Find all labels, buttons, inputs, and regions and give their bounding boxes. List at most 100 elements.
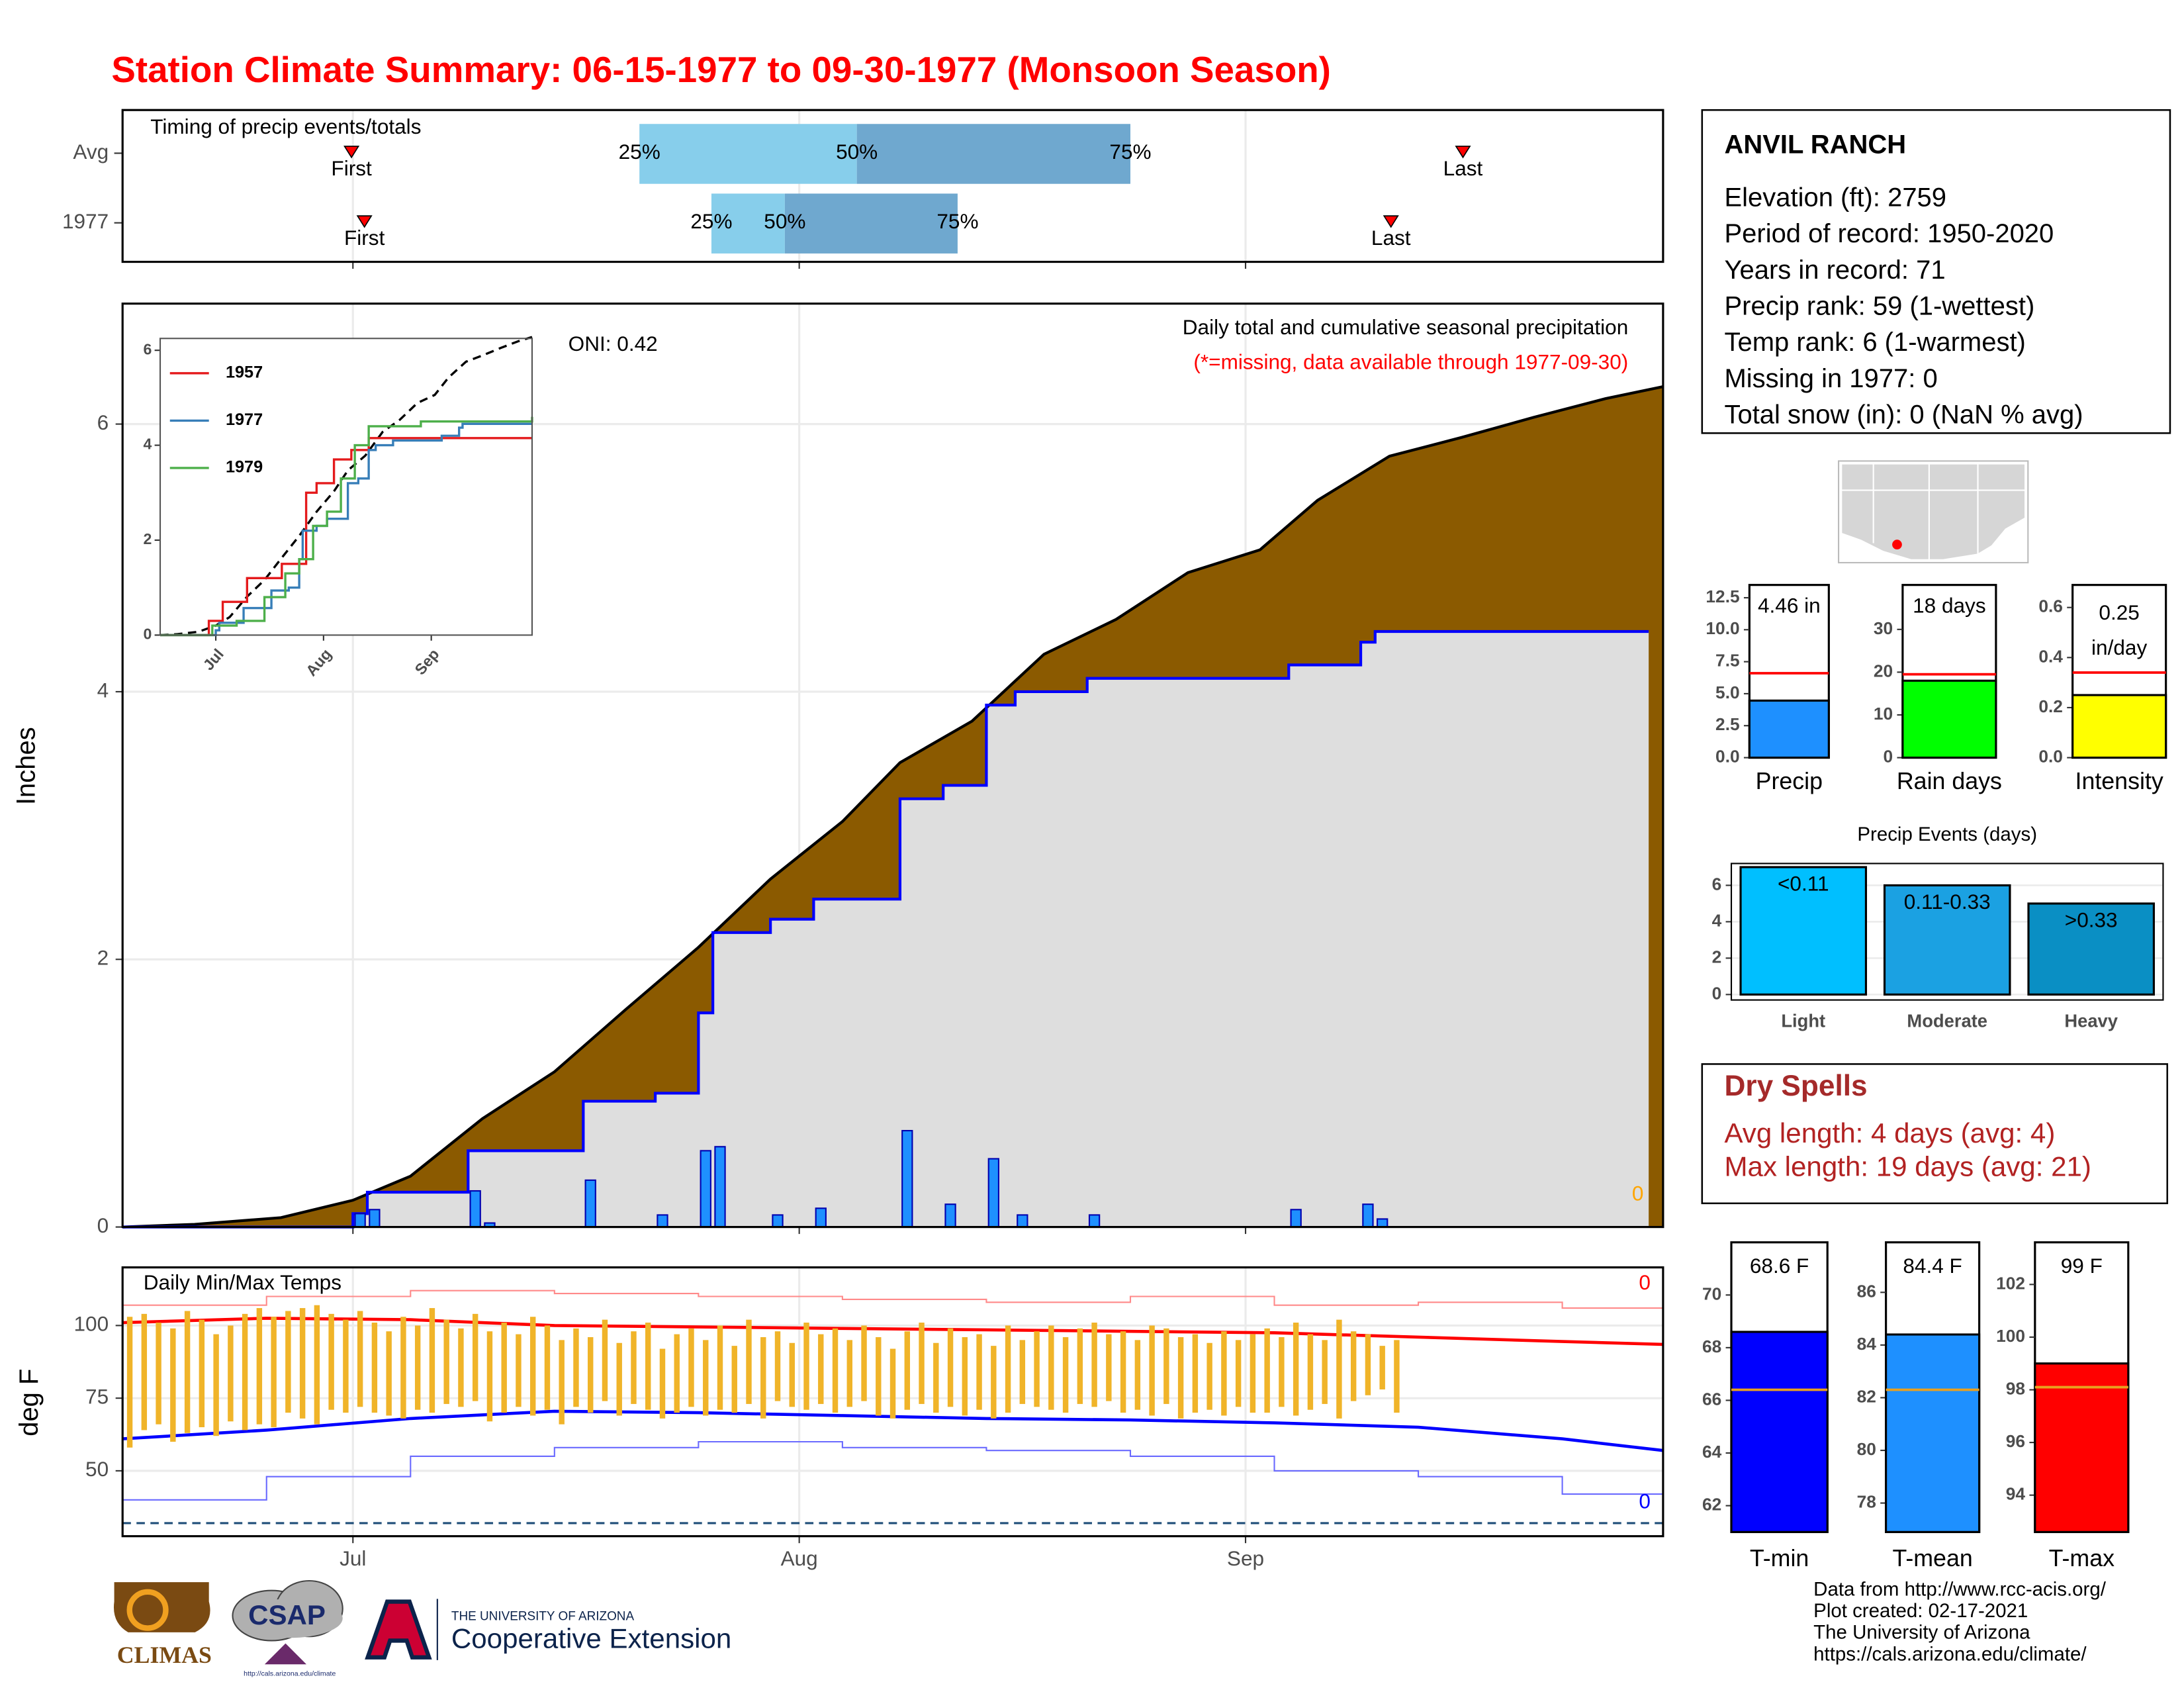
category-label: Precip (1756, 768, 1823, 794)
range-label: >0.33 (2065, 908, 2118, 932)
y-tick-label: 0.4 (2038, 646, 2063, 666)
record-high-line (122, 1289, 1664, 1314)
category-label: Intensity (2075, 768, 2163, 794)
temp-range-bar (213, 1334, 219, 1436)
temp-range-bar (703, 1340, 709, 1416)
y-tick-label: 6 (97, 410, 109, 434)
temp-range-bar (1120, 1331, 1126, 1413)
value-label: 0.25 (2099, 600, 2139, 624)
chart-title: Precip Events (days) (1857, 823, 2037, 845)
row-label: 1977 (62, 209, 109, 233)
y-tick-label: 0 (144, 626, 152, 643)
season-line (122, 630, 1649, 1229)
temp-range-bar (933, 1342, 939, 1413)
y-tick-label: 0.6 (2038, 596, 2063, 616)
temp-range-bar (1235, 1340, 1242, 1407)
range-label: 0.11-0.33 (1904, 890, 1991, 914)
y-tick-label: 30 (1874, 618, 1893, 638)
panel-title: Daily Min/Max Temps (144, 1270, 341, 1294)
temp-range-bar (501, 1323, 507, 1413)
csap-logo: CSAP http://cals.arizona.edu/climate (232, 1579, 343, 1678)
y-tick-label: 0.2 (2038, 696, 2063, 716)
gauge-bar (1901, 679, 1997, 759)
temp-range-bar (1379, 1346, 1385, 1389)
value-label: 4.46 in (1758, 594, 1821, 618)
temp-range-bar (343, 1319, 349, 1413)
temp-range-bar (1394, 1340, 1400, 1413)
event-marker (343, 146, 360, 159)
y-tick-label: 2 (97, 946, 109, 970)
gauge-bar (2071, 694, 2167, 759)
daily-bar (901, 1129, 913, 1228)
y-tick-label: 2 (1712, 947, 1722, 966)
annotation: ONI: 0.42 (569, 332, 658, 355)
daily-bar (1362, 1203, 1374, 1228)
daily-bar (700, 1150, 711, 1228)
temp-range-bar (1091, 1323, 1097, 1407)
climas-logo: CLIMAS (113, 1582, 212, 1668)
quantile-label: 75% (936, 209, 978, 233)
temp-range-bar (1034, 1331, 1040, 1407)
temp-range-bar (458, 1328, 464, 1407)
credit-line: Data from http://www.rcc-acis.org/ (1813, 1579, 2107, 1601)
temp-range-bar (1062, 1336, 1069, 1413)
y-tick-label: 2 (144, 530, 152, 547)
temp-range-bar (285, 1311, 291, 1413)
temp-range-bar (1206, 1342, 1212, 1410)
bar (2027, 902, 2155, 996)
y-tick-label: 6 (144, 340, 152, 357)
map-land (1841, 463, 2026, 561)
temp-range-bar (803, 1323, 809, 1410)
temp-range-bar (271, 1317, 277, 1428)
value-unit: in/day (2091, 635, 2147, 659)
temp-range-bar (659, 1348, 666, 1419)
temp-range-bar (1192, 1334, 1199, 1413)
range-label: <0.11 (1778, 872, 1829, 896)
temp-range-bar (1279, 1336, 1285, 1407)
quantile-bar (784, 193, 958, 254)
quantile-bar (639, 124, 857, 184)
x-tick-label: Aug (781, 1546, 818, 1570)
ua-mark (365, 1599, 432, 1660)
temp-range-bar (1322, 1340, 1328, 1404)
temp-range-bar (1005, 1325, 1011, 1413)
temp-range-bar (991, 1346, 997, 1419)
y-tick-label: 64 (1702, 1442, 1722, 1462)
station-line: Missing in 1977: 0 (1724, 364, 1937, 393)
average-min-line (122, 1409, 1664, 1452)
temp-range-bar (904, 1331, 911, 1410)
daily-bar (657, 1214, 668, 1228)
temp-range-bar (156, 1323, 161, 1425)
panel-title: Timing of precip events/totals (150, 115, 421, 138)
temp-range-bar (760, 1336, 766, 1419)
quantile-label: 25% (619, 140, 660, 164)
quantile-label: 50% (764, 209, 805, 233)
temp-range-bar (472, 1313, 478, 1401)
temp-range-bar (1019, 1340, 1026, 1404)
gauge-bar (2034, 1362, 2130, 1533)
temp-range-bar (1365, 1334, 1371, 1395)
y-tick-label: 0 (1883, 747, 1893, 767)
record-high-count: 0 (1639, 1270, 1651, 1294)
station-line: Years in record: 71 (1724, 256, 1945, 285)
daily-bar (714, 1146, 726, 1228)
temp-range-bar (170, 1328, 176, 1442)
panel-frame (121, 109, 1664, 263)
average-max-line (122, 1317, 1663, 1346)
y-tick-label: 100 (74, 1312, 109, 1336)
temp-range-bar (1077, 1328, 1083, 1404)
temp-range-bar (631, 1331, 637, 1404)
temp-range-bar (400, 1317, 406, 1419)
y-tick-label: 98 (2006, 1378, 2025, 1398)
value-label: 18 days (1913, 594, 1986, 618)
temp-range-bar (645, 1323, 651, 1410)
temp-range-bar (184, 1311, 191, 1433)
panel-frame (1730, 863, 2164, 1001)
temp-range-bar (429, 1308, 435, 1413)
temp-range-bar (529, 1317, 536, 1416)
row-label: Avg (73, 140, 109, 164)
x-tick-label: Light (1781, 1011, 1825, 1031)
y-tick-label: 0 (97, 1213, 109, 1237)
daily-bar (1017, 1214, 1028, 1228)
